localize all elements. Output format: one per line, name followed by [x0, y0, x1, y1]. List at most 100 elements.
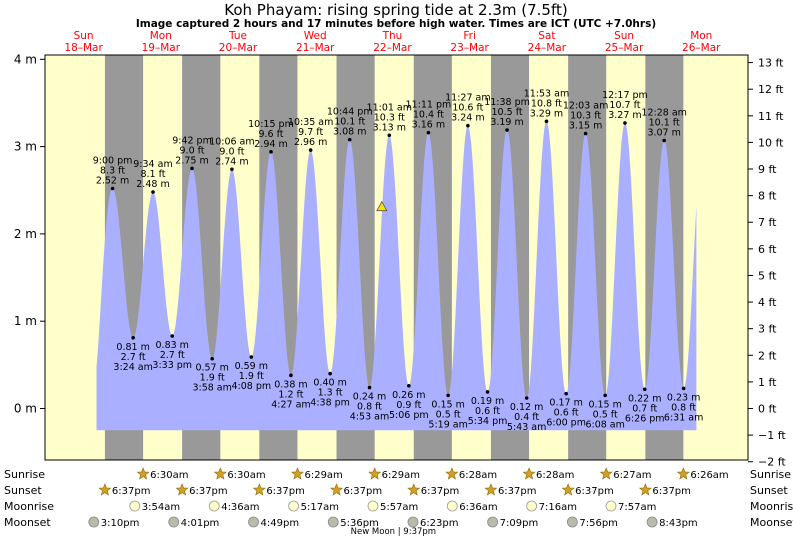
row-label-left-moonset: Moonset	[4, 516, 51, 529]
extreme-ft: 10.7 ft	[609, 100, 640, 111]
extreme-time: 10:15 pm	[248, 119, 294, 130]
extreme-dot	[230, 167, 234, 172]
moonrise-time: 3:54am	[142, 502, 180, 513]
plot-background	[45, 55, 748, 460]
right-tick-label: 13 ft	[758, 57, 784, 70]
sunset-time: 6:37pm	[112, 486, 151, 497]
sunset-time: 6:37pm	[575, 486, 614, 497]
extreme-m: 0.23 m	[667, 392, 700, 403]
day-date: 21–Mar	[296, 42, 335, 54]
extreme-m: 0.17 m	[549, 398, 582, 409]
right-tick-label: 6 ft	[758, 243, 777, 256]
sunrise-time: 6:27am	[613, 470, 651, 481]
day-date: 19–Mar	[142, 42, 181, 54]
extreme-m: 2.94 m	[254, 139, 287, 150]
extreme-m: 3.29 m	[530, 108, 563, 119]
left-tick-label: 4 m	[14, 52, 37, 66]
row-label-left-sunset: Sunset	[4, 484, 42, 497]
extreme-ft: 9.0 ft	[219, 146, 244, 157]
sunset-time: 6:37pm	[266, 486, 305, 497]
extreme-dot	[289, 373, 293, 378]
extreme-m: 3.27 m	[608, 110, 641, 121]
day-of-week: Mon	[690, 30, 712, 42]
right-tick-label: 10 ft	[758, 136, 784, 149]
moonrise-time: 7:57am	[618, 502, 656, 513]
day-date: 24–Mar	[528, 42, 567, 54]
sunrise-sun-icon	[676, 467, 690, 480]
sunset-sun-icon	[407, 483, 421, 496]
extreme-m: 0.38 m	[274, 379, 307, 390]
right-tick-label: 2 ft	[758, 349, 777, 362]
moonrise-moon-icon	[605, 500, 617, 512]
extreme-ft: 10.3 ft	[570, 111, 601, 122]
sunrise-time: 6:26am	[690, 470, 728, 481]
astronomy-rows: Sunrise Sunrise Sunset Sunset Moonrise Moonri…	[4, 467, 793, 537]
extreme-m: 3.15 m	[569, 121, 602, 132]
extreme-time: 12:03 am	[563, 101, 608, 112]
extreme-dot	[308, 148, 313, 152]
right-tick-label: 1 ft	[758, 376, 777, 389]
sunrise-sun-icon	[136, 467, 150, 480]
moonset-moon-icon	[487, 516, 499, 528]
extreme-ft: 0.5 ft	[436, 409, 461, 420]
extreme-ft: 10.5 ft	[492, 107, 523, 118]
extreme-dot	[210, 356, 214, 361]
row-label-right-moonrise: Moonrise	[750, 500, 793, 513]
extreme-dot	[524, 396, 529, 400]
moonrise-time: 7:16am	[539, 502, 577, 513]
sunset-sun-icon	[330, 483, 343, 496]
extreme-dot	[564, 391, 568, 396]
extreme-time: 4:27 am	[271, 399, 310, 410]
right-axis: 13 ft 12 ft 11 ft 10 ft 9 ft 8 ft 7 ft 6 ft 5 ft…	[748, 57, 786, 469]
moonset-time: 8:43pm	[659, 518, 698, 529]
extreme-ft: 0.6 ft	[475, 406, 500, 417]
extreme-ft: 10.1 ft	[334, 117, 365, 128]
extreme-ft: 10.3 ft	[374, 112, 405, 123]
day-of-week: Sat	[538, 30, 555, 42]
extreme-ft: 10.4 ft	[413, 110, 444, 121]
right-tick-label: −1 ft	[758, 429, 786, 442]
sunset-sun-icon	[98, 483, 112, 496]
right-tick-label: 3 ft	[758, 323, 777, 336]
extreme-dot	[466, 123, 470, 128]
extreme-m: 0.81 m	[116, 342, 149, 353]
day-of-week: Thu	[382, 30, 403, 42]
moonset-moon-icon	[88, 516, 100, 528]
moonrise-moon-icon	[367, 500, 379, 512]
sunset-sun-icon	[252, 483, 266, 496]
extreme-dot	[642, 387, 647, 392]
extreme-ft: 8.3 ft	[100, 166, 125, 177]
extreme-dot	[544, 119, 549, 124]
extreme-m: 3.24 m	[451, 113, 484, 124]
left-tick-label: 2 m	[14, 227, 37, 241]
extreme-ft: 10.6 ft	[452, 103, 483, 114]
extreme-time: 4:53 am	[350, 412, 389, 423]
extreme-m: 3.08 m	[333, 127, 366, 138]
extreme-time: 3:58 am	[192, 383, 231, 394]
extreme-ft: 1.3 ft	[318, 388, 343, 399]
extreme-time: 10:06 am	[209, 136, 254, 147]
right-tick-label: 9 ft	[758, 163, 777, 176]
extreme-dot	[110, 186, 115, 191]
moonset-time: 3:10pm	[101, 518, 140, 529]
extreme-dot	[367, 385, 372, 390]
day-date: 23–Mar	[450, 42, 489, 54]
extreme-time: 10:44 pm	[327, 107, 373, 118]
extreme-ft: 0.7 ft	[632, 403, 657, 414]
extreme-time: 6:26 pm	[625, 413, 665, 424]
extreme-dot	[151, 190, 155, 194]
extreme-ft: 10.8 ft	[531, 98, 562, 109]
moonset-time: 4:49pm	[261, 518, 300, 529]
extreme-m: 0.19 m	[471, 396, 504, 407]
row-label-left-sunrise: Sunrise	[4, 468, 45, 481]
extreme-time: 4:08 pm	[231, 381, 271, 392]
extreme-m: 2.75 m	[175, 155, 208, 166]
extreme-dot	[426, 130, 431, 135]
extreme-time: 12:28 am	[641, 107, 686, 118]
extreme-dot	[603, 393, 607, 398]
extreme-m: 0.26 m	[392, 390, 425, 401]
moonset-time: 7:09pm	[500, 518, 539, 529]
extreme-dot	[131, 335, 135, 340]
